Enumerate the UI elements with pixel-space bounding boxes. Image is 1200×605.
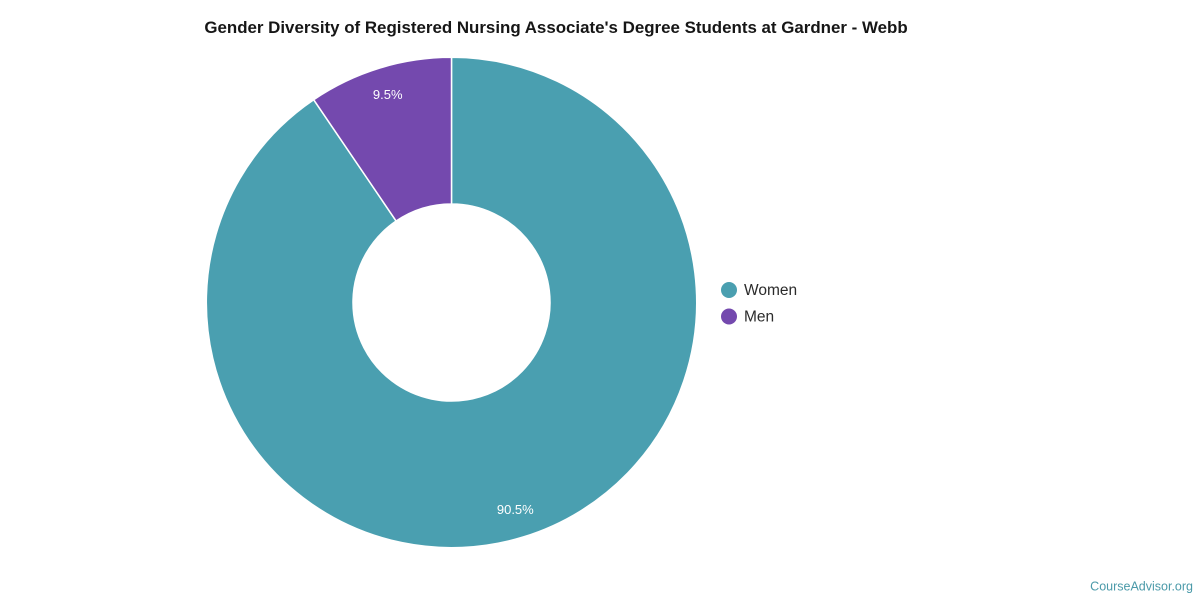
- svg-text:9.5%: 9.5%: [373, 87, 403, 102]
- svg-text:90.5%: 90.5%: [497, 502, 534, 517]
- svg-text:CourseAdvisor.org: CourseAdvisor.org: [1090, 579, 1193, 593]
- svg-text:Women: Women: [744, 282, 797, 299]
- svg-text:Gender Diversity of Registered: Gender Diversity of Registered Nursing A…: [204, 18, 907, 37]
- svg-text:Men: Men: [744, 309, 774, 326]
